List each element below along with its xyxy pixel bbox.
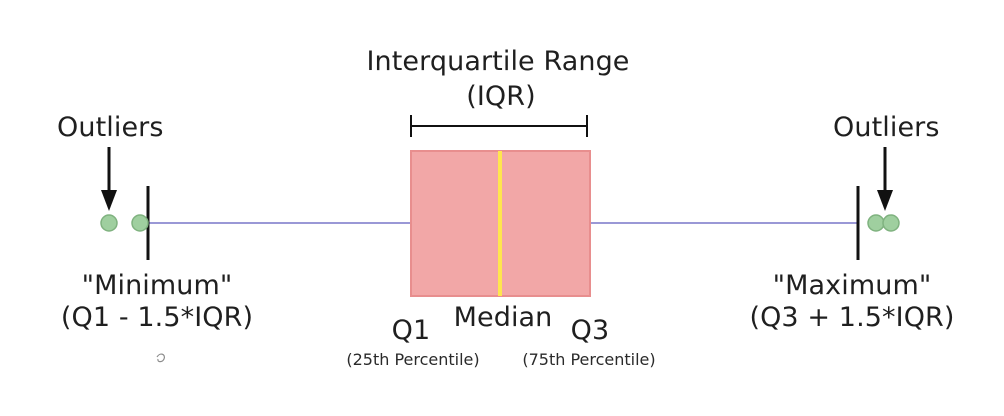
outlier-arrow-right <box>877 147 893 211</box>
outlier-point <box>882 214 900 232</box>
median-label: Median <box>453 302 553 333</box>
minimum-formula: (Q1 - 1.5*IQR) <box>60 302 254 333</box>
q1-label: Q1 <box>391 315 431 346</box>
iqr-bracket <box>410 115 588 137</box>
q3-label: Q3 <box>570 315 610 346</box>
outliers-left-label: Outliers <box>57 112 164 143</box>
maximum-formula: (Q3 + 1.5*IQR) <box>749 302 955 333</box>
small-mark <box>156 353 165 363</box>
maximum-label: "Maximum" <box>772 270 932 301</box>
minimum-label: "Minimum" <box>81 270 233 301</box>
outlier-arrow-left <box>101 147 117 211</box>
outliers-right-label: Outliers <box>833 112 940 143</box>
iqr-abbreviation: (IQR) <box>466 81 536 112</box>
iqr-title: Interquartile Range <box>366 46 630 77</box>
q1-description: (25th Percentile) <box>346 350 480 369</box>
outlier-point <box>867 214 885 232</box>
outlier-point <box>100 214 118 232</box>
outlier-point <box>131 214 149 232</box>
q3-description: (75th Percentile) <box>522 350 656 369</box>
